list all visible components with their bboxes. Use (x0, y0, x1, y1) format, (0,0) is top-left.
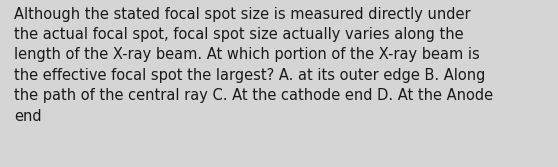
Text: Although the stated focal spot size is measured directly under
the actual focal : Although the stated focal spot size is m… (14, 7, 493, 124)
